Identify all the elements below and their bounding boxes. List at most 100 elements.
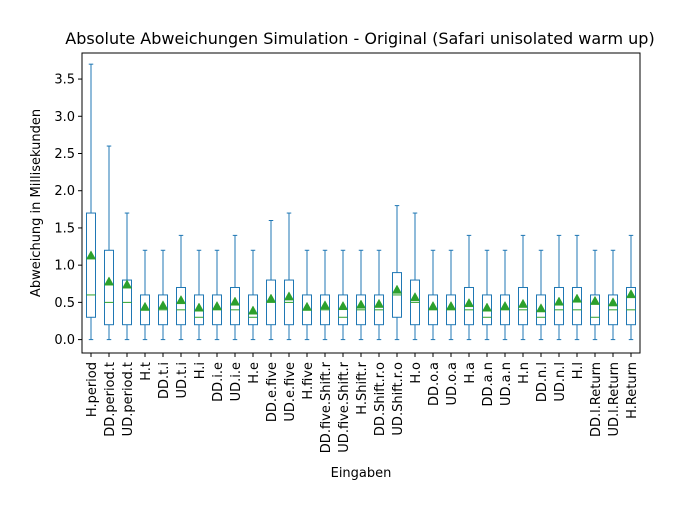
box-DD.l.Return <box>589 249 601 341</box>
y-tick-label: 2.0 <box>54 184 75 199</box>
iqr-box <box>248 294 258 326</box>
mean-marker <box>265 293 277 303</box>
box-UD.e.five <box>283 212 295 341</box>
box-UD.i.e <box>229 234 241 341</box>
x-tick-label: UD.period.t <box>121 362 136 436</box>
mean-marker <box>175 295 187 305</box>
box-DD.i.e <box>211 249 223 341</box>
mean-marker <box>499 300 511 311</box>
x-tick-label: DD.Shift.r.o <box>373 362 388 436</box>
iqr-box <box>482 294 492 326</box>
iqr-box <box>572 286 582 326</box>
box-H.o <box>409 212 421 341</box>
y-tick-label: 0.0 <box>54 333 75 348</box>
x-tick-label: UD.o.a <box>445 362 460 405</box>
box-H.n <box>517 234 529 341</box>
box-DD.n.l <box>535 249 547 341</box>
iqr-box <box>590 294 600 326</box>
mean-marker <box>535 303 547 313</box>
box-H.i <box>193 249 205 341</box>
x-tick-label: DD.period.t <box>103 362 118 437</box>
iqr-box <box>626 286 636 326</box>
x-tick-label: H.t <box>139 362 154 381</box>
box-H.five <box>301 249 313 341</box>
iqr-box <box>464 286 474 326</box>
box-H.Return <box>625 234 637 341</box>
box-H.t <box>139 249 151 341</box>
x-tick-label: DD.t.i <box>157 362 172 399</box>
y-tick-label: 3.0 <box>54 110 75 125</box>
y-axis: 0.0 0.5 1.0 1.5 2.0 2.5 3.0 3.5 <box>54 73 82 348</box>
iqr-box <box>536 294 546 326</box>
box-H.a <box>463 234 475 341</box>
x-tick-label: DD.n.l <box>535 362 550 402</box>
mean-marker <box>625 289 637 299</box>
box-UD.o.a <box>445 249 457 341</box>
box-DD.five.Shift.r <box>319 249 331 341</box>
y-axis-label: Abweichung in Millisekunden <box>29 109 44 297</box>
mean-marker <box>103 276 115 286</box>
x-tick-label: H.Shift.r <box>355 361 370 414</box>
box-DD.t.i <box>157 249 169 341</box>
mean-marker <box>283 291 295 301</box>
mean-marker <box>445 300 457 311</box>
box-UD.five.Shift.r <box>337 249 349 341</box>
x-tick-label: H.n <box>517 362 532 384</box>
mean-marker <box>211 300 223 311</box>
iqr-box <box>554 286 564 326</box>
x-tick-label: H.l <box>571 362 586 379</box>
mean-marker <box>373 298 385 308</box>
box-H.period <box>85 63 97 341</box>
y-tick-label: 1.5 <box>54 221 75 236</box>
box-UD.n.l <box>553 234 565 341</box>
box-UD.l.Return <box>607 249 619 341</box>
iqr-box <box>230 286 240 326</box>
x-tick-label: DD.five.Shift.r <box>319 361 334 453</box>
x-axis-label: Eingaben <box>331 466 392 481</box>
mean-marker <box>553 296 565 306</box>
mean-marker <box>607 297 619 307</box>
x-tick-label: UD.a.n <box>499 362 514 406</box>
y-tick-label: 2.5 <box>54 147 75 162</box>
mean-marker <box>355 299 367 309</box>
box-UD.t.i <box>175 234 187 341</box>
box-DD.Shift.r.o <box>373 249 385 341</box>
box-H.e <box>247 249 259 341</box>
x-axis: H.period DD.period.t UD.period.t H.t DD.t.i U… <box>85 353 640 453</box>
mean-marker <box>589 295 601 305</box>
mean-marker <box>463 298 475 308</box>
mean-marker <box>409 292 421 302</box>
mean-marker <box>427 300 439 311</box>
mean-marker <box>301 301 313 311</box>
x-tick-label: H.a <box>463 362 478 384</box>
mean-marker <box>157 300 169 310</box>
x-tick-label: H.five <box>301 362 316 400</box>
box-UD.period.t <box>121 212 133 341</box>
chart-title: Absolute Abweichungen Simulation - Origi… <box>65 29 654 48</box>
x-tick-label: H.Return <box>625 362 640 419</box>
x-tick-label: UD.t.i <box>175 362 190 399</box>
boxes-group <box>85 63 637 341</box>
box-DD.o.a <box>427 249 439 341</box>
box-DD.e.five <box>265 219 277 341</box>
iqr-box <box>194 294 204 326</box>
box-DD.period.t <box>103 145 115 341</box>
mean-marker <box>229 296 241 306</box>
iqr-box <box>176 286 186 326</box>
x-tick-label: UD.i.e <box>229 362 244 401</box>
box-UD.Shift.r.o <box>391 205 403 341</box>
x-tick-label: DD.a.n <box>481 362 496 407</box>
mean-marker <box>391 284 403 294</box>
mean-marker <box>121 279 133 289</box>
mean-marker <box>481 302 493 312</box>
x-tick-label: H.o <box>409 362 424 384</box>
mean-marker <box>247 305 259 315</box>
mean-marker <box>337 300 349 311</box>
mean-marker <box>571 293 583 303</box>
x-tick-label: H.period <box>85 362 100 417</box>
x-tick-label: DD.o.a <box>427 362 442 406</box>
iqr-box <box>86 212 96 318</box>
box-H.Shift.r <box>355 249 367 341</box>
box-UD.a.n <box>499 249 511 341</box>
x-tick-label: DD.l.Return <box>589 362 604 437</box>
